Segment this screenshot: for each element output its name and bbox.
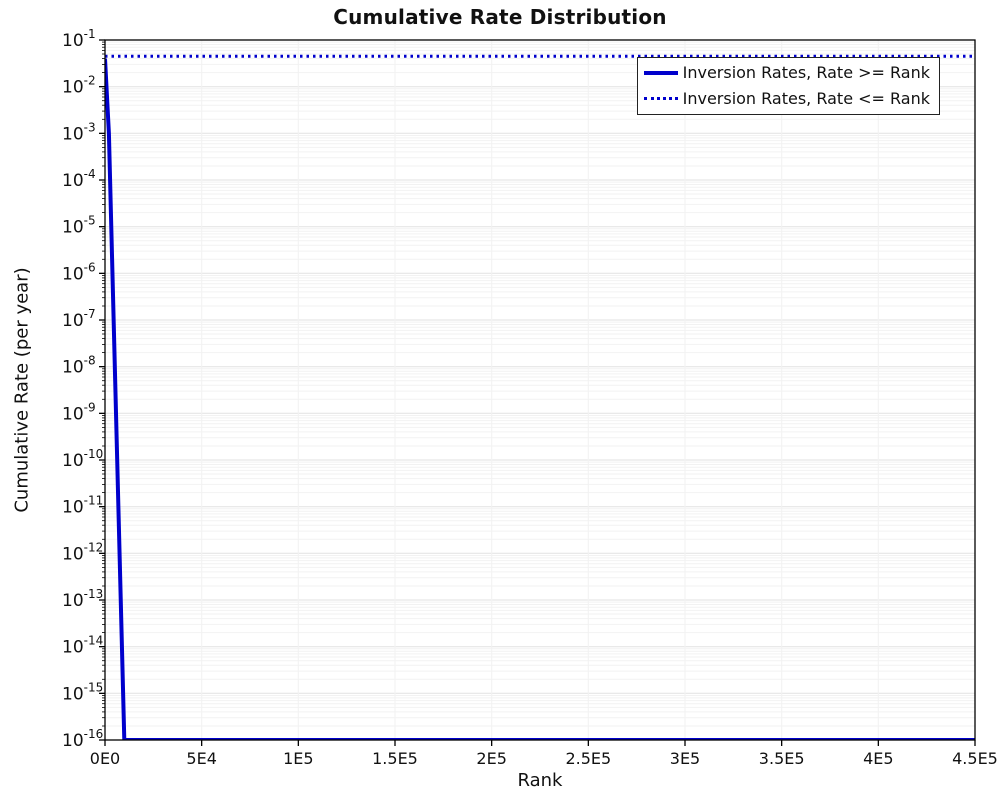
svg-text:10-16: 10-16 [62, 727, 103, 751]
svg-text:10-6: 10-6 [62, 260, 96, 284]
svg-text:4E5: 4E5 [863, 749, 893, 768]
x-axis-label: Rank [517, 770, 563, 791]
svg-text:10-3: 10-3 [62, 120, 96, 144]
svg-text:10-15: 10-15 [62, 680, 103, 704]
svg-text:2.5E5: 2.5E5 [565, 749, 611, 768]
dotted-line-icon [643, 97, 678, 100]
svg-text:10-11: 10-11 [62, 494, 103, 518]
svg-text:10-7: 10-7 [62, 307, 96, 331]
svg-text:10-13: 10-13 [62, 587, 103, 611]
svg-text:10-12: 10-12 [62, 540, 103, 564]
svg-text:10-8: 10-8 [62, 354, 96, 378]
chart-title: Cumulative Rate Distribution [333, 5, 667, 29]
svg-text:4.5E5: 4.5E5 [952, 749, 998, 768]
legend-item-rate-le-rank: Inversion Rates, Rate <= Rank [643, 89, 930, 108]
svg-text:10-10: 10-10 [62, 447, 103, 471]
svg-text:5E4: 5E4 [186, 749, 216, 768]
svg-text:10-1: 10-1 [62, 27, 96, 51]
legend-label-rate-le-rank: Inversion Rates, Rate <= Rank [682, 89, 930, 108]
svg-text:10-14: 10-14 [62, 634, 103, 658]
svg-text:1E5: 1E5 [283, 749, 313, 768]
svg-text:10-9: 10-9 [62, 400, 96, 424]
legend-label-rate-ge-rank: Inversion Rates, Rate >= Rank [682, 63, 930, 82]
solid-line-icon [643, 70, 678, 75]
svg-text:10-5: 10-5 [62, 214, 96, 238]
legend: Inversion Rates, Rate >= Rank Inversion … [636, 57, 940, 115]
svg-text:0E0: 0E0 [90, 749, 120, 768]
svg-text:10-2: 10-2 [62, 74, 96, 98]
svg-text:1.5E5: 1.5E5 [372, 749, 418, 768]
svg-text:3.5E5: 3.5E5 [759, 749, 805, 768]
svg-text:3E5: 3E5 [670, 749, 700, 768]
svg-text:10-4: 10-4 [62, 167, 96, 191]
svg-text:2E5: 2E5 [476, 749, 506, 768]
legend-item-rate-ge-rank: Inversion Rates, Rate >= Rank [643, 63, 930, 82]
